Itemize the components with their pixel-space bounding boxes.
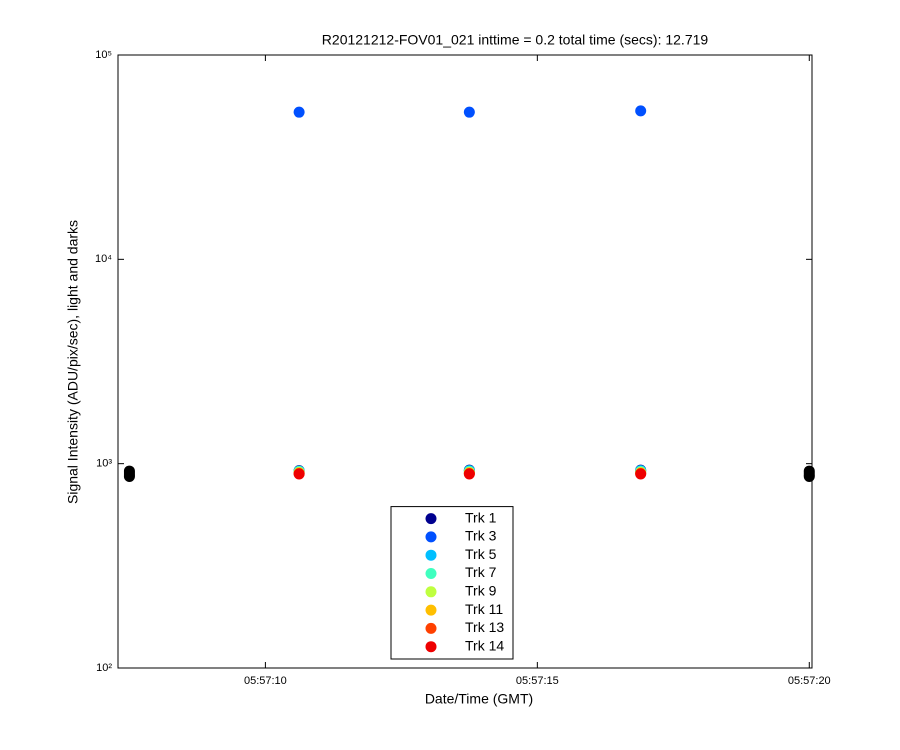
legend-label: Trk 14 [465, 637, 504, 653]
point [635, 105, 647, 117]
legend-label: Trk 1 [465, 509, 497, 525]
y-tick-label: 10² [96, 662, 112, 674]
point [123, 465, 135, 477]
legend-label: Trk 11 [465, 601, 503, 617]
x-tick-label: 05:57:20 [788, 675, 831, 687]
legend-marker [425, 622, 437, 634]
point [463, 468, 475, 480]
legend-marker [425, 604, 437, 616]
legend-marker [425, 641, 437, 653]
legend-marker [425, 568, 437, 579]
legend-label: Trk 13 [465, 619, 504, 635]
legend-marker [425, 586, 437, 598]
legend-label: Trk 5 [465, 546, 497, 562]
x-tick-label: 05:57:15 [516, 675, 559, 687]
y-tick-label: 10⁵ [95, 49, 112, 61]
legend-label: Trk 7 [465, 564, 497, 580]
legend-marker [425, 513, 437, 525]
point [293, 106, 305, 118]
legend-box [390, 506, 514, 660]
point [635, 468, 647, 480]
point [803, 465, 815, 477]
legend-label: Trk 9 [465, 583, 497, 599]
x-tick-label: 05:57:10 [244, 675, 287, 687]
y-tick-label: 10³ [96, 458, 112, 470]
x-axis-label: Date/Time (GMT) [425, 691, 533, 707]
plot-frame [117, 54, 813, 669]
legend-label: Trk 3 [465, 528, 497, 544]
point [293, 468, 305, 480]
y-tick-label: 10⁴ [95, 253, 112, 265]
y-axis-label: Signal Intensity (ADU/pix/sec), light an… [65, 220, 81, 504]
point [463, 106, 475, 118]
legend-marker [425, 531, 437, 543]
chart-title: R20121212-FOV01_021 inttime = 0.2 total … [322, 32, 709, 48]
legend-marker [425, 549, 437, 561]
